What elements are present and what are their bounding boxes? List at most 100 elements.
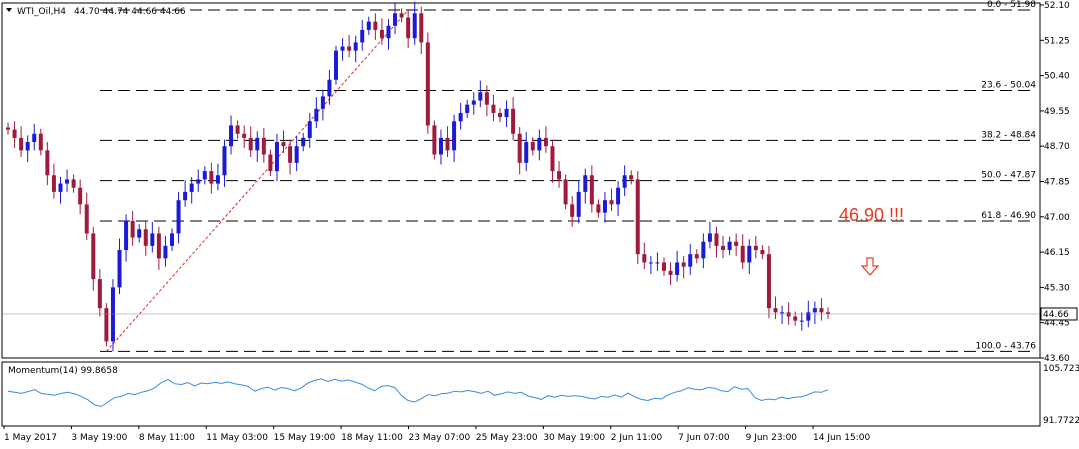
y-tick-label: 47.85	[1044, 178, 1070, 188]
candle-body	[360, 29, 365, 43]
candle-body	[393, 13, 398, 26]
candle-body	[38, 133, 43, 151]
x-tick-label: 3 May 19:00	[71, 433, 127, 443]
candle-body	[117, 250, 122, 288]
candle-body	[642, 254, 647, 263]
candle-body	[202, 171, 207, 180]
candle-body	[747, 245, 752, 263]
candle-body	[84, 204, 89, 234]
x-tick-label: 18 May 11:00	[341, 433, 403, 443]
candle-body	[32, 133, 37, 143]
fib-level-label: 0.0 - 51.98	[987, 0, 1036, 10]
trend-projection-line	[106, 9, 409, 352]
candle-body	[373, 21, 378, 30]
y-tick-label: 51.25	[1044, 36, 1070, 46]
candle-body	[163, 245, 168, 259]
candle-body	[635, 179, 640, 255]
x-tick-label: 9 Jun 23:00	[746, 433, 798, 443]
candle-body	[274, 142, 279, 172]
y-tick-label: 43.60	[1044, 354, 1070, 364]
candle-body	[379, 29, 384, 39]
candle-body	[425, 42, 430, 126]
y-tick-label: 48.70	[1044, 142, 1070, 152]
candle-body	[629, 175, 634, 180]
candle-body	[399, 13, 404, 18]
y-tick-label: 44.45	[1044, 319, 1070, 329]
candle-body	[58, 183, 63, 192]
symbol-header: WTI_Oil,H4	[17, 7, 66, 17]
candle-body	[45, 150, 50, 176]
candle-body	[19, 137, 24, 151]
candle-body	[622, 175, 627, 188]
candle-body	[819, 308, 824, 313]
y-tick-label: 46.15	[1044, 248, 1070, 258]
candle-body	[780, 312, 785, 314]
candle-body	[432, 125, 437, 155]
y-tick-label: 50.40	[1044, 72, 1070, 82]
x-tick-label: 8 May 11:00	[139, 433, 195, 443]
y-tick-label: 49.55	[1044, 107, 1070, 117]
price-frame	[1, 2, 1041, 359]
fib-level-label: 23.6 - 50.04	[981, 81, 1036, 91]
candle-body	[557, 171, 562, 180]
candle-body	[209, 171, 214, 184]
candle-body	[196, 179, 201, 184]
candle-body	[314, 108, 319, 122]
candle-body	[288, 146, 293, 163]
candle-body	[229, 125, 234, 147]
momentum-tick-label: 91.7722	[1043, 416, 1079, 426]
candle-body	[707, 233, 712, 242]
candle-body	[602, 200, 607, 213]
candle-body	[124, 220, 129, 251]
fib-level-label: 50.0 - 47.87	[981, 171, 1036, 181]
candle-body	[183, 191, 188, 201]
fib-level-label: 61.8 - 46.90	[981, 211, 1036, 221]
candle-body	[511, 108, 516, 134]
candle-body	[583, 175, 588, 192]
ohlc-readout: 44.70 44.74 44.66 44.66	[74, 7, 186, 17]
candle-body	[648, 262, 653, 264]
candle-body	[806, 312, 811, 321]
candle-body	[596, 204, 601, 213]
candle-body	[484, 92, 489, 105]
x-tick-label: 30 May 19:00	[543, 433, 605, 443]
candle-body	[51, 175, 56, 192]
candle-body	[688, 254, 693, 267]
candle-body	[694, 254, 699, 259]
candle-body	[452, 121, 457, 151]
candle-body	[366, 21, 371, 30]
candle-body	[137, 229, 142, 238]
candle-body	[268, 154, 273, 172]
candle-body	[530, 142, 535, 151]
candle-body	[465, 104, 470, 113]
y-tick-label: 47.00	[1044, 213, 1070, 223]
candle-body	[91, 233, 96, 280]
x-tick-label: 23 May 07:00	[409, 433, 471, 443]
candle-body	[97, 279, 102, 309]
candle-body	[294, 146, 299, 163]
candle-body	[170, 233, 174, 246]
candle-body	[301, 137, 306, 147]
candle-body	[826, 312, 830, 314]
candle-body	[412, 13, 417, 39]
candle-body	[320, 96, 325, 109]
candle-body	[812, 308, 817, 313]
candle-body	[616, 187, 621, 205]
candle-body	[334, 50, 338, 80]
momentum-panel: 105.7238 91.7722 1 May 2017 3 May 19:00 8 Ma…	[1, 361, 1079, 443]
candle-body	[156, 233, 161, 259]
candle-body	[386, 25, 391, 39]
candle-body	[130, 220, 135, 238]
candle-body	[347, 46, 352, 51]
candle-body	[721, 245, 726, 251]
momentum-tick-label: 105.7238	[1043, 364, 1079, 374]
candle-body	[458, 112, 463, 122]
candle-body	[281, 142, 286, 147]
candle-body	[255, 137, 260, 151]
candle-body	[445, 137, 450, 151]
down-arrow-icon	[860, 257, 880, 276]
candle-body	[471, 100, 476, 105]
y-tick-label: 45.30	[1044, 283, 1070, 293]
candle-body	[235, 125, 240, 134]
candle-body	[419, 13, 424, 43]
